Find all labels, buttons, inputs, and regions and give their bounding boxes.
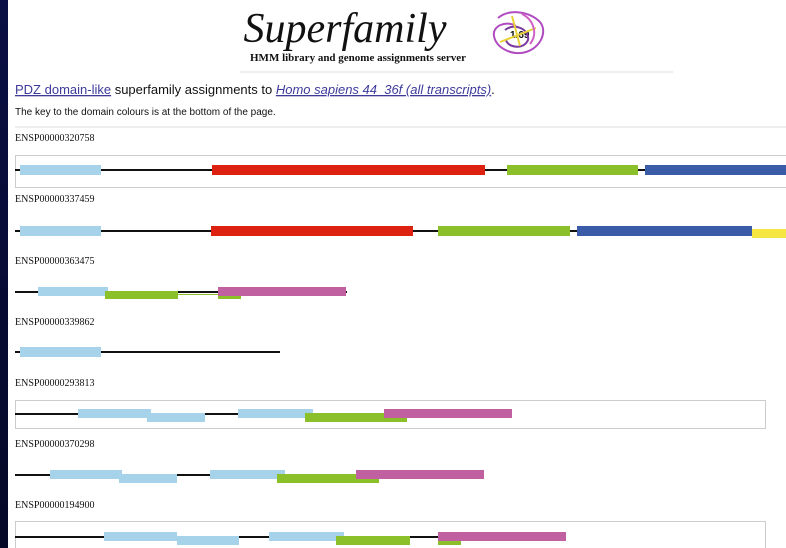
- protein-id: ENSP00000293813: [15, 378, 94, 389]
- screen: Superfamily 1.69 HMM library and genome …: [0, 0, 786, 548]
- intro-text: superfamily assignments to: [111, 82, 276, 97]
- page: Superfamily 1.69 HMM library and genome …: [0, 0, 786, 548]
- protein-id: ENSP00000370298: [15, 439, 94, 450]
- protein-id: ENSP00000363475: [15, 256, 94, 267]
- genome-link[interactable]: Homo sapiens 44_36f (all transcripts): [276, 82, 491, 97]
- protein-id: ENSP00000194900: [15, 500, 94, 511]
- protein-id: ENSP00000339862: [15, 317, 94, 328]
- subtitle: HMM library and genome assignments serve…: [250, 52, 466, 64]
- superfamily-link[interactable]: PDZ domain-like: [15, 82, 111, 97]
- key-note: The key to the domain colours is at the …: [15, 107, 276, 118]
- protein-id: ENSP00000320758: [15, 133, 94, 144]
- site-title: Superfamily: [244, 6, 447, 52]
- protein-id: ENSP00000337459: [15, 194, 94, 205]
- intro-end: .: [491, 82, 495, 97]
- intro: PDZ domain-like superfamily assignments …: [15, 82, 495, 97]
